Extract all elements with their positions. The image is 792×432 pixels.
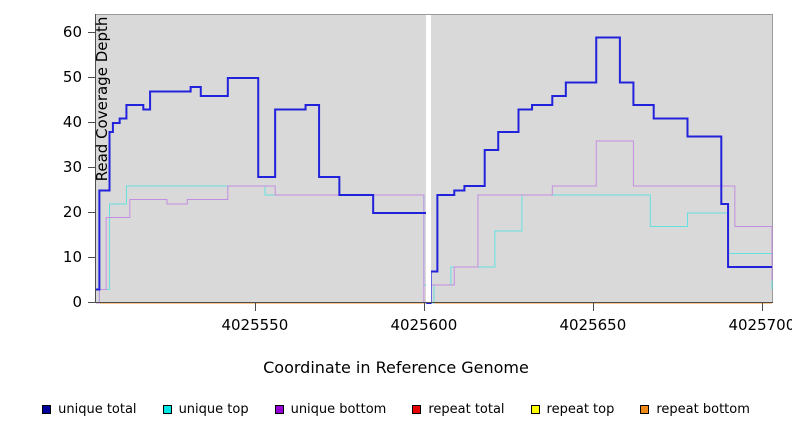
legend-label: unique total <box>58 401 137 417</box>
legend-swatch <box>640 404 650 414</box>
x-tick-label: 4025650 <box>559 316 627 334</box>
x-tick-label: 4025600 <box>390 316 458 334</box>
y-tick <box>88 302 96 303</box>
legend-label: repeat total <box>428 401 505 417</box>
x-tick-label: 4025700 <box>728 316 792 334</box>
chart-legend: unique total unique top unique bottom repea… <box>0 398 792 420</box>
legend-swatch <box>412 404 422 414</box>
y-tick-label: 60 <box>62 23 82 41</box>
legend-item: unique total <box>42 401 137 417</box>
legend-item: repeat top <box>530 401 615 417</box>
x-tick <box>761 303 763 311</box>
legend-item: repeat total <box>412 401 505 417</box>
legend-item: unique top <box>162 401 249 417</box>
y-axis-title: Read Coverage Depth <box>93 16 111 182</box>
legend-label: unique bottom <box>290 401 387 417</box>
y-tick <box>88 122 96 123</box>
legend-item: unique bottom <box>274 401 387 417</box>
legend-label: repeat top <box>546 401 615 417</box>
x-tick-label: 4025550 <box>221 316 289 334</box>
plot-panel <box>96 14 773 304</box>
y-axis-line <box>95 14 96 303</box>
y-tick-label: 40 <box>62 113 82 131</box>
legend-swatch <box>42 404 52 414</box>
legend-swatch <box>530 404 540 414</box>
y-tick-label: 20 <box>62 203 82 221</box>
x-tick <box>423 303 425 311</box>
y-tick <box>88 257 96 258</box>
x-tick <box>592 303 594 311</box>
legend-swatch <box>274 404 284 414</box>
x-tick <box>254 303 256 311</box>
y-tick <box>88 32 96 33</box>
y-tick <box>88 212 96 213</box>
series-layer <box>96 36 773 304</box>
y-tick-label: 0 <box>72 293 82 311</box>
x-axis-title: Coordinate in Reference Genome <box>263 358 529 377</box>
y-tick-label: 50 <box>62 68 82 86</box>
legend-item: repeat bottom <box>640 402 750 417</box>
y-tick <box>88 167 96 168</box>
legend-swatch <box>162 404 172 414</box>
series-line <box>96 36 772 304</box>
y-tick <box>88 77 96 78</box>
x-axis-line <box>96 302 773 303</box>
legend-label: unique top <box>178 401 249 417</box>
y-tick-label: 10 <box>62 248 82 266</box>
series-line <box>96 140 773 304</box>
data-gap-band <box>425 15 431 303</box>
y-tick-label: 30 <box>62 158 82 176</box>
legend-label: repeat bottom <box>656 401 750 417</box>
